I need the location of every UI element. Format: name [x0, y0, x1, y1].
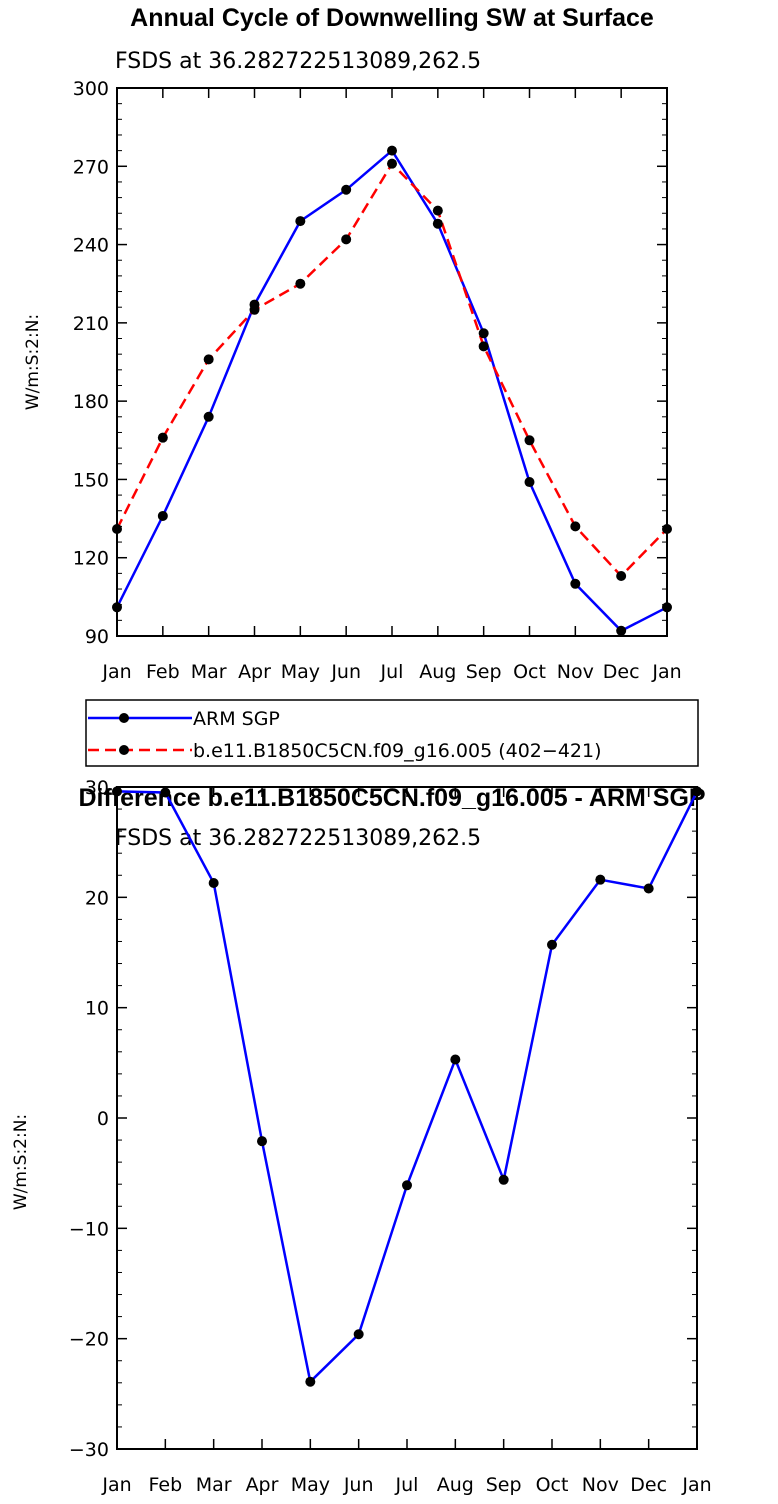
chart1-xtick-label: Jun: [330, 661, 361, 683]
chart1-xtick-label: Apr: [238, 661, 271, 683]
chart1-xtick-label: Mar: [191, 661, 227, 683]
chart1-title: Annual Cycle of Downwelling SW at Surfac…: [130, 4, 654, 32]
chart-difference: Difference b.e11.B1850C5CN.f09_g16.005 -…: [11, 777, 712, 1496]
chart2-point: [257, 1136, 267, 1147]
chart2-ytick-label: −30: [69, 1439, 109, 1461]
chart2-point: [450, 1054, 461, 1065]
chart1-axes: 90 120 150 180 210 240 270 300 Jan Feb Mar Apr May Ju…: [73, 78, 682, 683]
chart2-xtick-label: Oct: [536, 1474, 569, 1496]
chart2-point: [595, 874, 606, 885]
chart2-point: [547, 939, 557, 950]
chart2-xtick-label: Feb: [149, 1474, 183, 1496]
chart1-point: [387, 158, 397, 169]
chart2-ytick-label: 10: [85, 998, 109, 1020]
chart1-point: [616, 625, 627, 636]
chart2-series: [112, 786, 702, 1387]
chart1-point: [203, 411, 214, 422]
chart-annual-cycle: Annual Cycle of Downwelling SW at Surfac…: [23, 4, 699, 767]
chart1-series: [112, 145, 672, 636]
chart2-point: [160, 787, 171, 798]
chart2-ytick-label: 30: [85, 777, 109, 799]
chart1-ytick-label: 270: [73, 156, 109, 178]
chart2-xtick-label: Nov: [582, 1474, 619, 1496]
legend-marker-model: [119, 745, 129, 755]
chart2-point: [402, 1180, 412, 1191]
legend-label-model: b.e11.B1850C5CN.f09_g16.005 (402−421): [193, 740, 602, 762]
chart1-point: [387, 145, 397, 156]
chart1-ytick-label: 90: [85, 626, 109, 648]
chart1-ylabel: W/m:S:2:N:: [23, 314, 43, 410]
chart2-xtick-label: Aug: [437, 1474, 474, 1496]
chart1-ytick-label: 150: [73, 469, 109, 491]
chart1-point: [478, 328, 489, 339]
chart1-point: [432, 205, 443, 216]
chart2-xtick-label: Sep: [486, 1474, 522, 1496]
chart1-ytick-label: 210: [73, 313, 109, 335]
chart1-point: [157, 510, 168, 521]
legend-box: [85, 699, 699, 767]
chart1-xtick-label: Jul: [380, 661, 404, 683]
legend-label-arm: ARM SGP: [193, 708, 280, 730]
chart1-series-line-0: [115, 148, 668, 633]
chart2-xtick-label: Mar: [196, 1474, 232, 1496]
chart1-xtick-label: Jan: [651, 661, 681, 683]
chart1-point: [341, 234, 352, 245]
chart2-xtick-label: May: [291, 1474, 330, 1496]
chart1-point: [203, 354, 214, 365]
chart1-ytick-label: 120: [73, 548, 109, 570]
chart1-ytick-label: 300: [73, 78, 109, 100]
chart2-ylabel: W/m:S:2:N:: [11, 1114, 31, 1210]
chart2-subtitle: FSDS at 36.282722513089,262.5: [115, 826, 481, 851]
chart2-xtick-label: Jan: [681, 1474, 711, 1496]
chart1-xtick-label: Sep: [466, 661, 502, 683]
chart1-xtick-label: May: [281, 661, 320, 683]
chart1-point: [478, 341, 489, 352]
chart1-xtick-label: Nov: [557, 661, 594, 683]
chart2-ytick-label: −20: [69, 1329, 109, 1351]
chart2-ytick-label: 20: [85, 887, 109, 909]
chart2-frame: [116, 786, 698, 1450]
chart2-xtick-label: Dec: [630, 1474, 667, 1496]
chart1-xtick-label: Jan: [101, 661, 131, 683]
chart1-point: [157, 432, 168, 443]
chart2-xtick-label: Jun: [343, 1474, 374, 1496]
chart2-xtick-label: Apr: [246, 1474, 279, 1496]
chart1-xtick-label: Oct: [513, 661, 546, 683]
chart1-frame: [116, 87, 668, 637]
chart2-ytick-label: −10: [69, 1218, 109, 1240]
chart2-axes: −30 −20 −10 0 10 20 30 Jan Feb Mar Apr May Jun Jul Aug…: [69, 777, 712, 1496]
chart1-point: [341, 184, 352, 195]
chart1-point: [295, 278, 306, 289]
chart1-xtick-label: Aug: [419, 661, 456, 683]
chart1-point: [432, 218, 443, 229]
chart1-point: [295, 216, 306, 227]
chart2-point: [353, 1329, 364, 1340]
chart2-xtick-label: Jul: [395, 1474, 419, 1496]
chart1-point: [616, 570, 627, 581]
chart1-xtick-label: Feb: [146, 661, 180, 683]
chart2-point: [305, 1376, 316, 1387]
chart2-point: [643, 883, 654, 894]
chart1-legend: ARM SGP b.e11.B1850C5CN.f09_g16.005 (402…: [85, 699, 699, 767]
chart1-ytick-label: 240: [73, 235, 109, 257]
chart2-series-line-0: [116, 790, 699, 1385]
chart1-point: [249, 304, 260, 315]
chart1-point: [570, 521, 581, 532]
chart1-point: [524, 477, 535, 488]
chart2-point: [498, 1174, 509, 1185]
chart1-ytick-label: 180: [73, 391, 109, 413]
chart1-series-line-1: [115, 161, 668, 578]
chart2-point: [208, 877, 219, 888]
chart1-point: [524, 435, 535, 446]
chart2-ytick-label: 0: [97, 1108, 109, 1130]
chart1-point: [570, 578, 581, 589]
chart2-xtick-label: Jan: [101, 1474, 131, 1496]
chart1-subtitle: FSDS at 36.282722513089,262.5: [115, 49, 481, 74]
legend-marker-arm: [119, 713, 129, 723]
chart1-xtick-label: Dec: [603, 661, 640, 683]
